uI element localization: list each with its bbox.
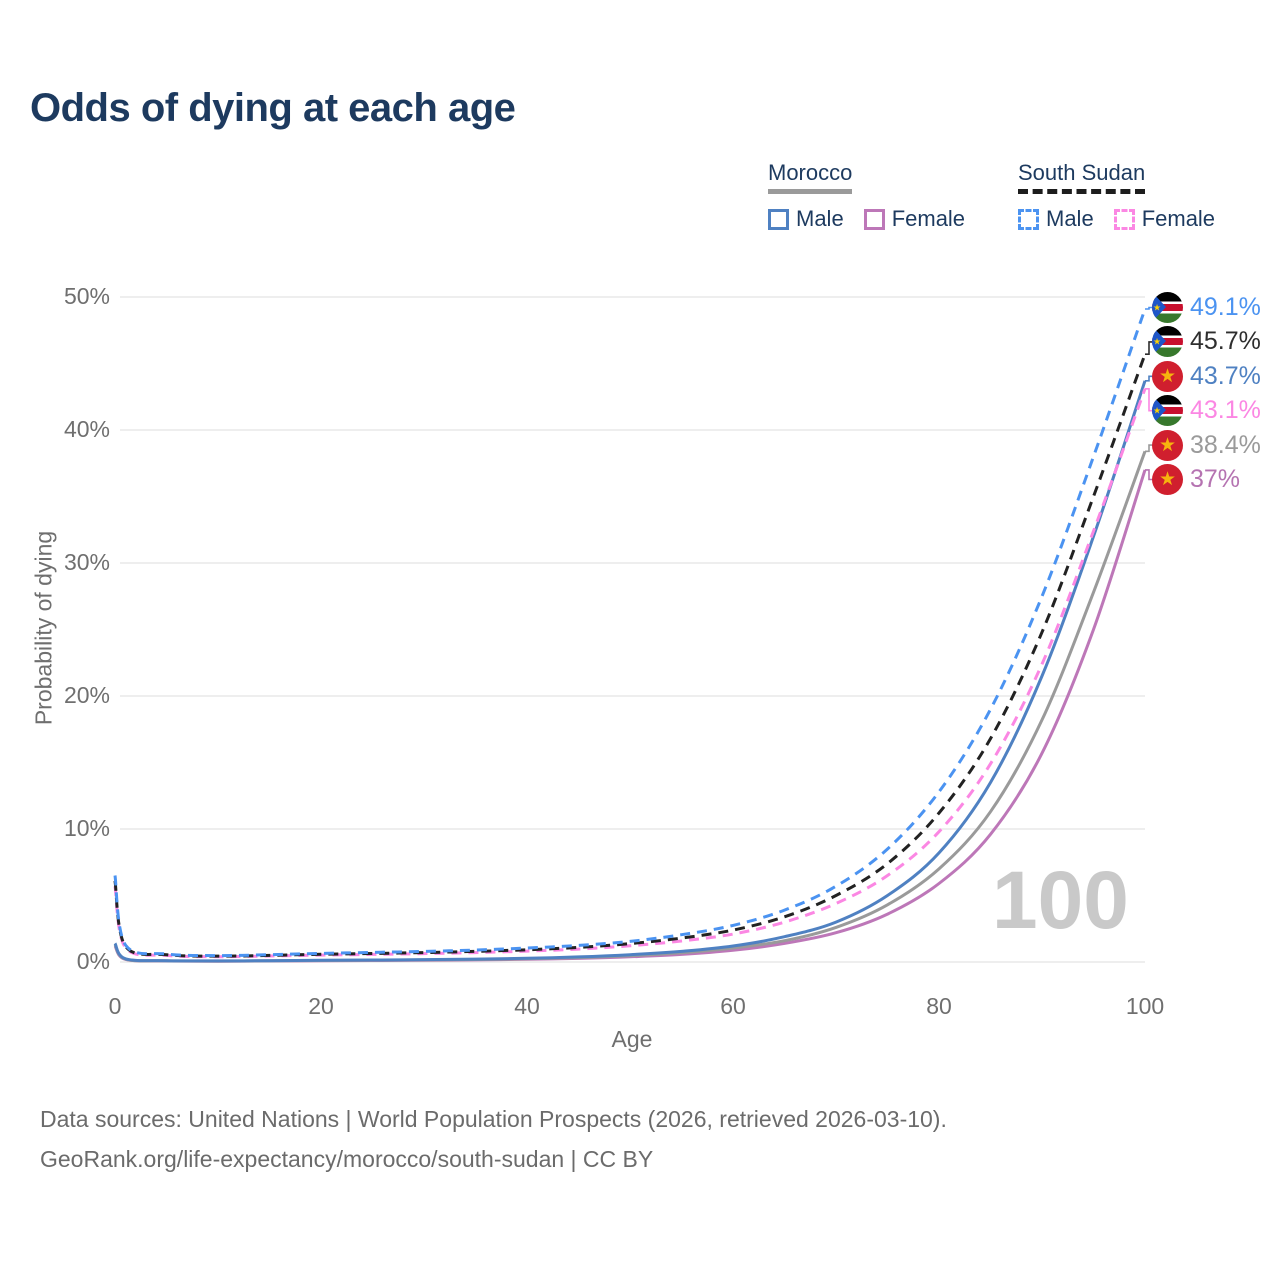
end-label-value: 49.1% xyxy=(1190,293,1261,321)
series-line-south-sudan-both-sexes xyxy=(113,353,1147,958)
morocco-star-icon: ★ xyxy=(1158,469,1177,490)
flag-triangle xyxy=(1152,292,1166,322)
series-line-south-sudan-male xyxy=(113,308,1147,958)
y-tick-label: 0% xyxy=(76,948,110,974)
legend-items: Male Female xyxy=(768,206,965,232)
end-label-value: 43.7% xyxy=(1190,361,1261,390)
x-tick-label: 0 xyxy=(108,993,122,1019)
legend-item-south-sudan-female[interactable]: Female xyxy=(1113,206,1216,232)
legend-item-label: Female xyxy=(891,206,966,231)
south-sudan-star-icon: ★ xyxy=(1153,336,1162,347)
age-counter-watermark: 100 xyxy=(992,855,1129,946)
end-label-value: 43.1% xyxy=(1190,396,1261,425)
south-sudan-star-icon: ★ xyxy=(1153,302,1162,312)
morocco-flag-icon: ★ xyxy=(1152,464,1183,495)
y-tick-label: 40% xyxy=(63,416,110,442)
legend-swatch-icon xyxy=(768,208,789,230)
legend-swatch-icon xyxy=(863,208,885,230)
end-label-morocco-both-sexes: ★ 38.4% xyxy=(1152,429,1261,461)
series-line-morocco-male xyxy=(113,380,1147,963)
south-sudan-flag-icon: ★ xyxy=(1152,395,1183,427)
legend-group-morocco: Morocco Male Female xyxy=(768,160,965,232)
x-tick-label: 100 xyxy=(1125,993,1165,1019)
x-tick-label: 60 xyxy=(720,993,746,1019)
legend-item-label: Female xyxy=(1141,206,1216,231)
y-tick-label: 30% xyxy=(63,549,110,575)
legend-group-title: South Sudan xyxy=(1018,160,1146,194)
legend-group-south-sudan: South Sudan Male Female xyxy=(1018,160,1215,232)
end-label-value: 37% xyxy=(1190,465,1241,493)
series-line-morocco-female xyxy=(113,469,1147,963)
legend-item-morocco-female[interactable]: Female xyxy=(863,206,966,232)
series-line-morocco-both-sexes xyxy=(113,450,1147,963)
legend-items: Male Female xyxy=(1018,206,1215,232)
x-tick-label: 80 xyxy=(926,993,952,1019)
x-tick-label: 40 xyxy=(514,993,540,1019)
end-label-south-sudan-both-sexes: ★ 45.7% xyxy=(1152,326,1261,358)
south-sudan-flag-icon: ★ xyxy=(1152,292,1183,323)
flag-triangle xyxy=(1152,326,1166,357)
end-label-morocco-female: ★ 37% xyxy=(1152,464,1240,496)
legend-item-morocco-male[interactable]: Male xyxy=(768,206,844,232)
x-tick-label: 20 xyxy=(308,993,334,1019)
legend-item-label: Male xyxy=(1046,206,1094,231)
legend-swatch-icon xyxy=(1113,208,1135,230)
morocco-star-icon: ★ xyxy=(1158,365,1177,387)
morocco-flag-icon: ★ xyxy=(1152,360,1183,392)
end-label-value: 38.4% xyxy=(1190,430,1261,459)
series-line-south-sudan-female xyxy=(113,388,1147,959)
flag-triangle xyxy=(1152,395,1166,426)
end-label-morocco-male: ★ 43.7% xyxy=(1152,360,1261,392)
morocco-star-icon: ★ xyxy=(1158,434,1177,456)
y-tick-label: 50% xyxy=(63,283,110,309)
footer-data-sources: Data sources: United Nations | World Pop… xyxy=(40,1106,947,1132)
footer-attribution: GeoRank.org/life-expectancy/morocco/sout… xyxy=(40,1146,654,1172)
legend-item-south-sudan-male[interactable]: Male xyxy=(1018,206,1094,232)
y-tick-label: 10% xyxy=(63,815,110,841)
x-axis-title: Age xyxy=(611,1026,653,1052)
legend-swatch-icon xyxy=(1018,208,1039,230)
end-label-south-sudan-female: ★ 43.1% xyxy=(1152,395,1261,427)
south-sudan-flag-icon: ★ xyxy=(1152,326,1183,358)
y-tick-label: 20% xyxy=(63,682,110,708)
morocco-flag-icon: ★ xyxy=(1152,429,1183,461)
page-title: Odds of dying at each age xyxy=(30,86,516,130)
legend-item-label: Male xyxy=(796,206,844,231)
end-label-south-sudan-male: ★ 49.1% xyxy=(1152,292,1261,324)
end-label-value: 45.7% xyxy=(1190,327,1261,356)
south-sudan-star-icon: ★ xyxy=(1153,405,1162,416)
legend-group-title: Morocco xyxy=(768,160,853,194)
